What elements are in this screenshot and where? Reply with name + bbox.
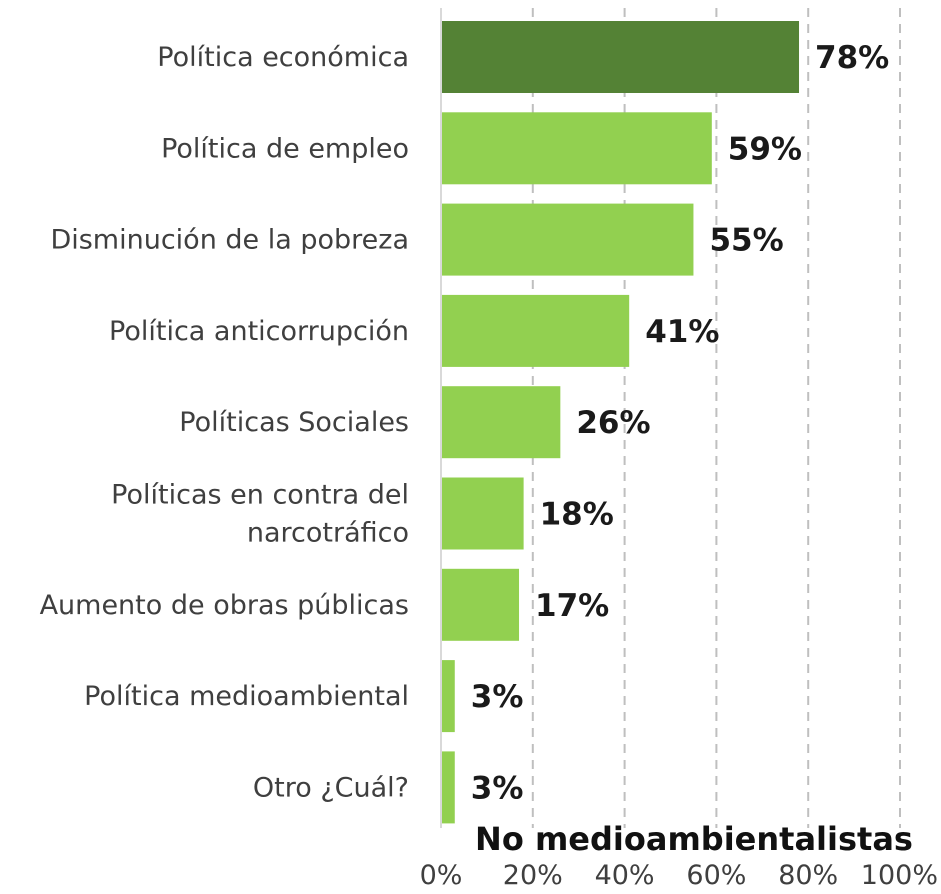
bar — [442, 477, 524, 550]
value-label: 78% — [815, 40, 889, 76]
x-tick-label: 60% — [686, 860, 746, 891]
category-label: Política de empleo — [161, 133, 409, 164]
value-labels: 78% 59% 55% 41% 26% 18% 17% 3% 3% — [471, 40, 889, 806]
bar — [442, 751, 455, 824]
category-label: Políticas en contra del — [111, 480, 409, 511]
bar — [442, 660, 455, 733]
category-label: Aumento de obras públicas — [40, 590, 409, 621]
x-tick-label: 100% — [861, 860, 938, 891]
x-tick-label: 40% — [595, 860, 655, 891]
value-label: 17% — [535, 588, 609, 624]
x-tick-label: 0% — [420, 860, 463, 891]
bar — [442, 386, 561, 459]
category-label: Política anticorrupción — [109, 316, 409, 347]
bars — [442, 21, 800, 824]
x-axis-title: No medioambientalistas — [475, 820, 913, 858]
x-tick-label: 20% — [503, 860, 563, 891]
bar — [442, 568, 520, 641]
bar — [442, 294, 630, 367]
value-label: 3% — [471, 770, 524, 806]
category-label: Políticas Sociales — [179, 407, 409, 438]
value-label: 41% — [645, 314, 719, 350]
x-tick-labels: 0% 20% 40% 60% 80% 100% — [420, 860, 938, 891]
category-label: narcotráfico — [247, 518, 409, 549]
category-label: Otro ¿Cuál? — [253, 772, 409, 803]
value-label: 59% — [728, 131, 802, 167]
value-label: 3% — [471, 679, 524, 715]
bar — [442, 203, 694, 276]
value-label: 55% — [709, 223, 783, 259]
value-label: 26% — [576, 405, 650, 441]
x-tick-label: 80% — [778, 860, 838, 891]
category-label: Política medioambiental — [84, 681, 409, 712]
category-labels: Política económica Política de empleo Dism… — [40, 42, 409, 803]
category-label: Política económica — [157, 42, 409, 73]
category-label: Disminución de la pobreza — [50, 225, 409, 256]
value-label: 18% — [540, 497, 614, 533]
bar — [442, 112, 712, 185]
bar — [442, 21, 800, 93]
